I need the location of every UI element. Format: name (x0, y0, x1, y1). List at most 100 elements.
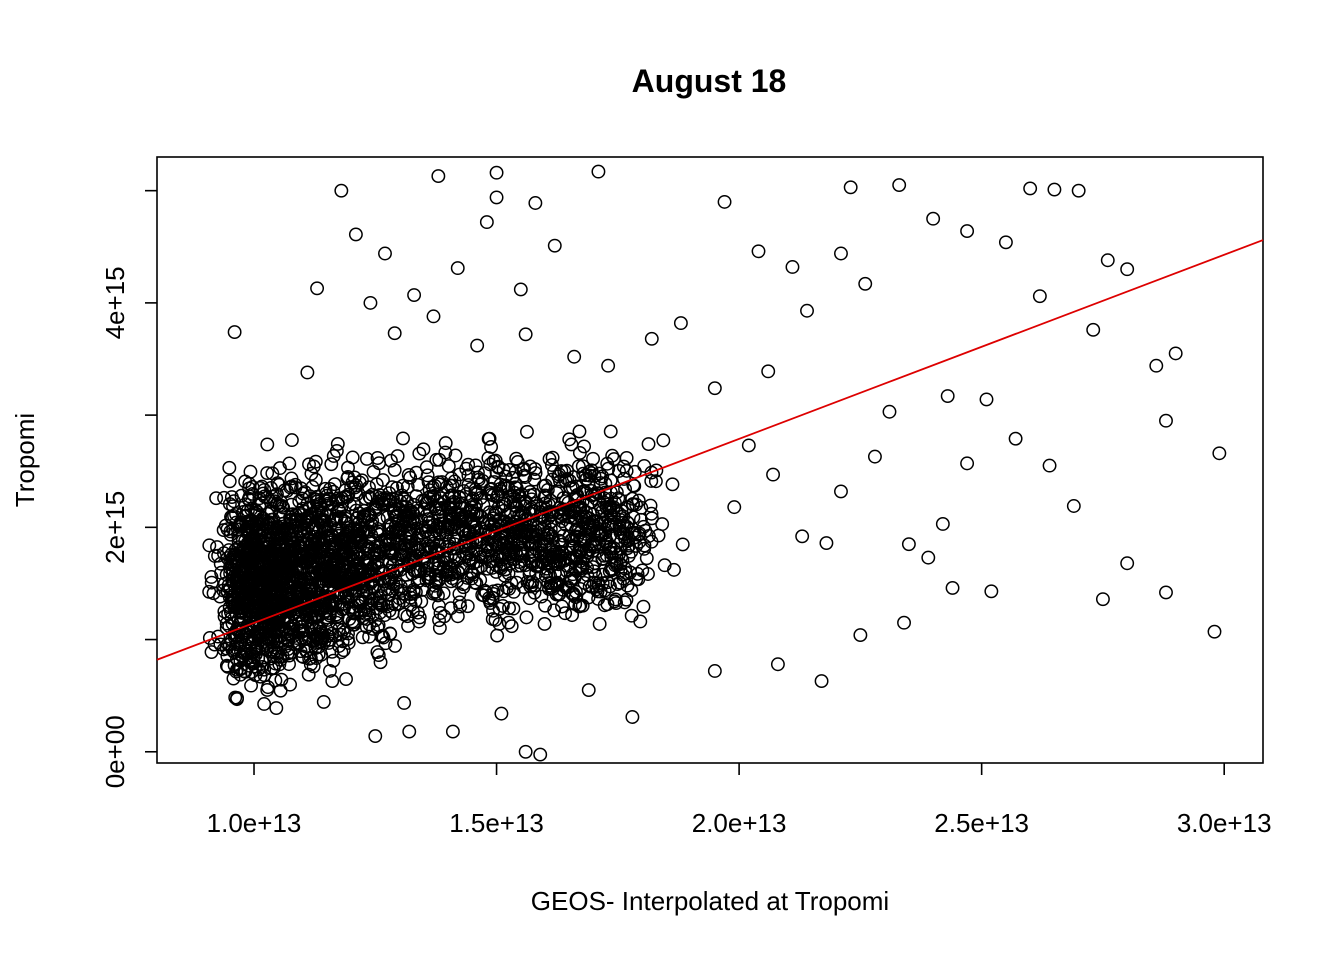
data-point (238, 638, 253, 653)
data-point (1032, 289, 1047, 304)
data-point (260, 437, 275, 452)
data-point (353, 536, 368, 551)
data-point (562, 510, 576, 525)
data-point (459, 534, 474, 549)
x-axis: 1.0e+13 1.5e+13 2.0e+13 2.5e+13 3.0e+13 (207, 763, 1272, 838)
data-point (338, 551, 353, 566)
data-point (795, 529, 810, 544)
data-point (600, 456, 615, 471)
data-point (1120, 262, 1135, 277)
data-point (456, 580, 471, 595)
data-point (477, 466, 492, 481)
data-point (304, 466, 319, 481)
data-point (617, 472, 631, 486)
data-point (443, 541, 458, 556)
data-point (617, 595, 632, 610)
data-point (286, 625, 301, 640)
data-point (1207, 624, 1222, 639)
data-point (482, 431, 497, 446)
data-point (249, 578, 264, 593)
data-point (518, 744, 533, 759)
data-point (528, 559, 543, 574)
data-point (270, 476, 285, 491)
data-point (324, 622, 339, 637)
data-point (302, 457, 316, 472)
data-point (287, 543, 302, 558)
data-point (442, 501, 456, 516)
data-point (624, 544, 639, 559)
data-point (265, 544, 280, 559)
data-point (1023, 181, 1038, 196)
data-point (282, 657, 296, 672)
data-point (569, 530, 584, 545)
data-point (641, 437, 656, 451)
data-point (506, 601, 521, 616)
data-point (300, 496, 315, 511)
data-point (222, 560, 237, 575)
data-point (508, 464, 523, 479)
data-point (834, 484, 848, 499)
data-point (568, 590, 583, 604)
data-point (295, 614, 310, 629)
data-point (372, 544, 387, 559)
data-point (489, 190, 504, 205)
data-point (605, 448, 620, 463)
data-point (402, 535, 417, 550)
data-point (383, 453, 398, 468)
data-point (397, 505, 412, 520)
data-point (608, 558, 622, 573)
data-point (489, 165, 504, 180)
data-point (204, 575, 219, 590)
data-point (800, 303, 814, 318)
data-point (336, 559, 351, 573)
data-point (371, 648, 386, 663)
data-point (406, 554, 421, 568)
data-point (362, 629, 377, 644)
data-point (601, 461, 616, 476)
data-point (573, 559, 588, 573)
data-point (224, 610, 239, 625)
data-point (268, 582, 283, 597)
data-point (220, 522, 235, 537)
data-point (260, 466, 275, 480)
data-point (460, 599, 475, 614)
data-point (469, 576, 484, 591)
data-point (1168, 346, 1183, 361)
data-point (300, 613, 315, 628)
data-point (504, 576, 519, 590)
data-point (432, 620, 447, 635)
data-point (361, 524, 376, 539)
data-point (293, 571, 308, 586)
data-point (897, 615, 911, 630)
data-point (303, 651, 318, 665)
data-point (383, 533, 398, 548)
data-point (347, 521, 362, 536)
data-point (600, 501, 615, 516)
data-point (354, 595, 368, 610)
data-point (229, 662, 244, 677)
data-point (536, 479, 551, 494)
data-point (638, 523, 653, 538)
data-point (380, 599, 395, 614)
data-point (300, 365, 315, 380)
data-point (549, 486, 564, 500)
data-point (770, 657, 785, 672)
data-point (497, 478, 512, 493)
data-point (926, 211, 941, 226)
data-point (270, 571, 285, 586)
data-point (637, 458, 652, 473)
x-tick-label: 1.0e+13 (207, 808, 302, 838)
points-layer (202, 164, 1227, 762)
data-point (364, 575, 379, 589)
data-point (901, 537, 916, 552)
data-point (549, 587, 564, 602)
data-point (334, 501, 349, 516)
data-point (448, 448, 463, 463)
data-point (387, 462, 402, 477)
data-point (587, 564, 602, 579)
data-point (492, 601, 507, 616)
data-point (547, 238, 562, 253)
data-point (601, 358, 616, 373)
data-point (227, 575, 241, 590)
